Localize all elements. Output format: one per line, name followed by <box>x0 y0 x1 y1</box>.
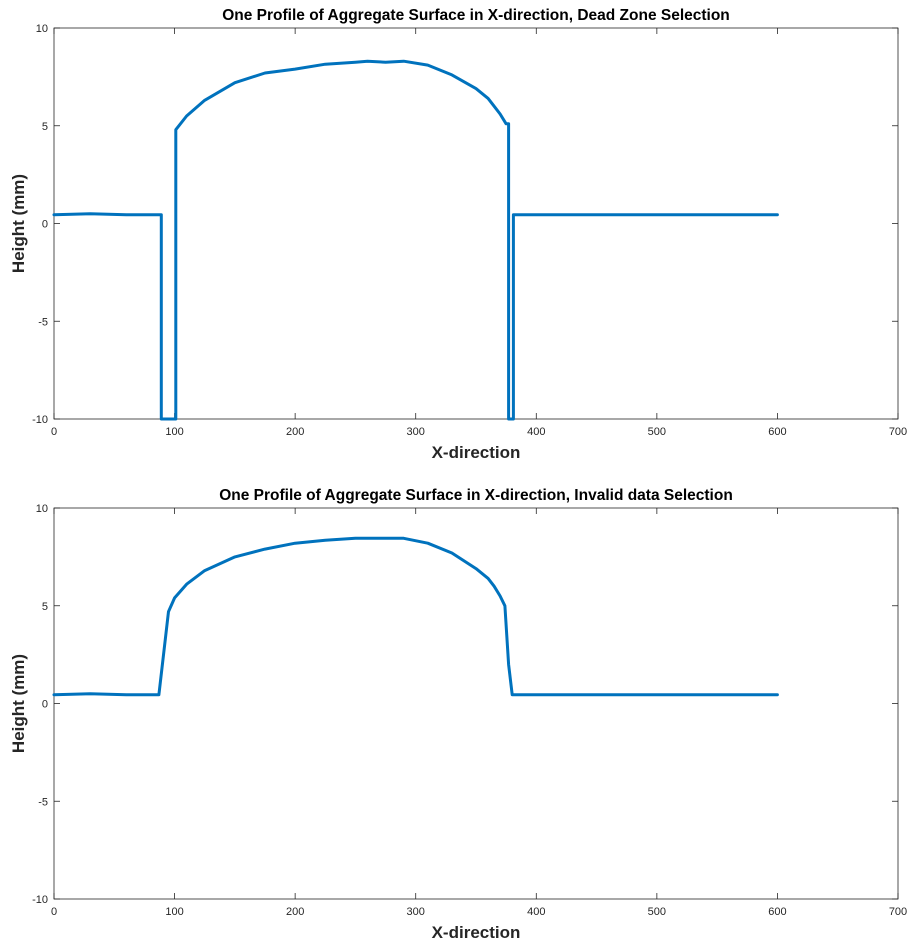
plot-area <box>53 27 899 420</box>
x-tick-label: 0 <box>51 906 57 918</box>
x-tick-label: 500 <box>648 426 666 438</box>
x-tick-label: 0 <box>51 426 57 438</box>
x-tick-label: 600 <box>768 906 786 918</box>
x-tick-label: 300 <box>407 906 425 918</box>
x-tick-label: 200 <box>286 906 304 918</box>
y-tick-label: 10 <box>36 23 48 35</box>
profile-line <box>52 59 779 421</box>
y-tick-label: -5 <box>38 316 48 328</box>
y-tick-label: 5 <box>42 601 48 613</box>
x-tick-label: 600 <box>768 426 786 438</box>
y-axis-label: Height (mm) <box>9 654 28 753</box>
x-tick-label: 100 <box>165 906 183 918</box>
y-axis-label: Height (mm) <box>9 174 28 273</box>
chart-dead-zone: One Profile of Aggregate Surface in X-di… <box>9 7 907 462</box>
chart-title: One Profile of Aggregate Surface in X-di… <box>222 7 730 24</box>
y-tick-label: 0 <box>42 219 48 231</box>
x-tick-label: 700 <box>889 426 907 438</box>
x-axis-label: X-direction <box>432 923 521 942</box>
x-tick-label: 100 <box>165 426 183 438</box>
x-tick-label: 400 <box>527 426 545 438</box>
y-tick-label: 5 <box>42 121 48 133</box>
y-tick-label: -10 <box>32 894 48 906</box>
chart-invalid-data: One Profile of Aggregate Surface in X-di… <box>9 487 907 942</box>
plot-area <box>53 507 899 900</box>
profile-line <box>52 536 779 697</box>
x-tick-label: 700 <box>889 906 907 918</box>
y-tick-label: -5 <box>38 796 48 808</box>
x-tick-label: 500 <box>648 906 666 918</box>
chart-title: One Profile of Aggregate Surface in X-di… <box>219 487 733 504</box>
y-tick-label: 0 <box>42 699 48 711</box>
y-tick-label: 10 <box>36 503 48 515</box>
x-tick-label: 200 <box>286 426 304 438</box>
x-tick-label: 400 <box>527 906 545 918</box>
x-tick-label: 300 <box>407 426 425 438</box>
y-tick-label: -10 <box>32 414 48 426</box>
x-axis-label: X-direction <box>432 443 521 462</box>
